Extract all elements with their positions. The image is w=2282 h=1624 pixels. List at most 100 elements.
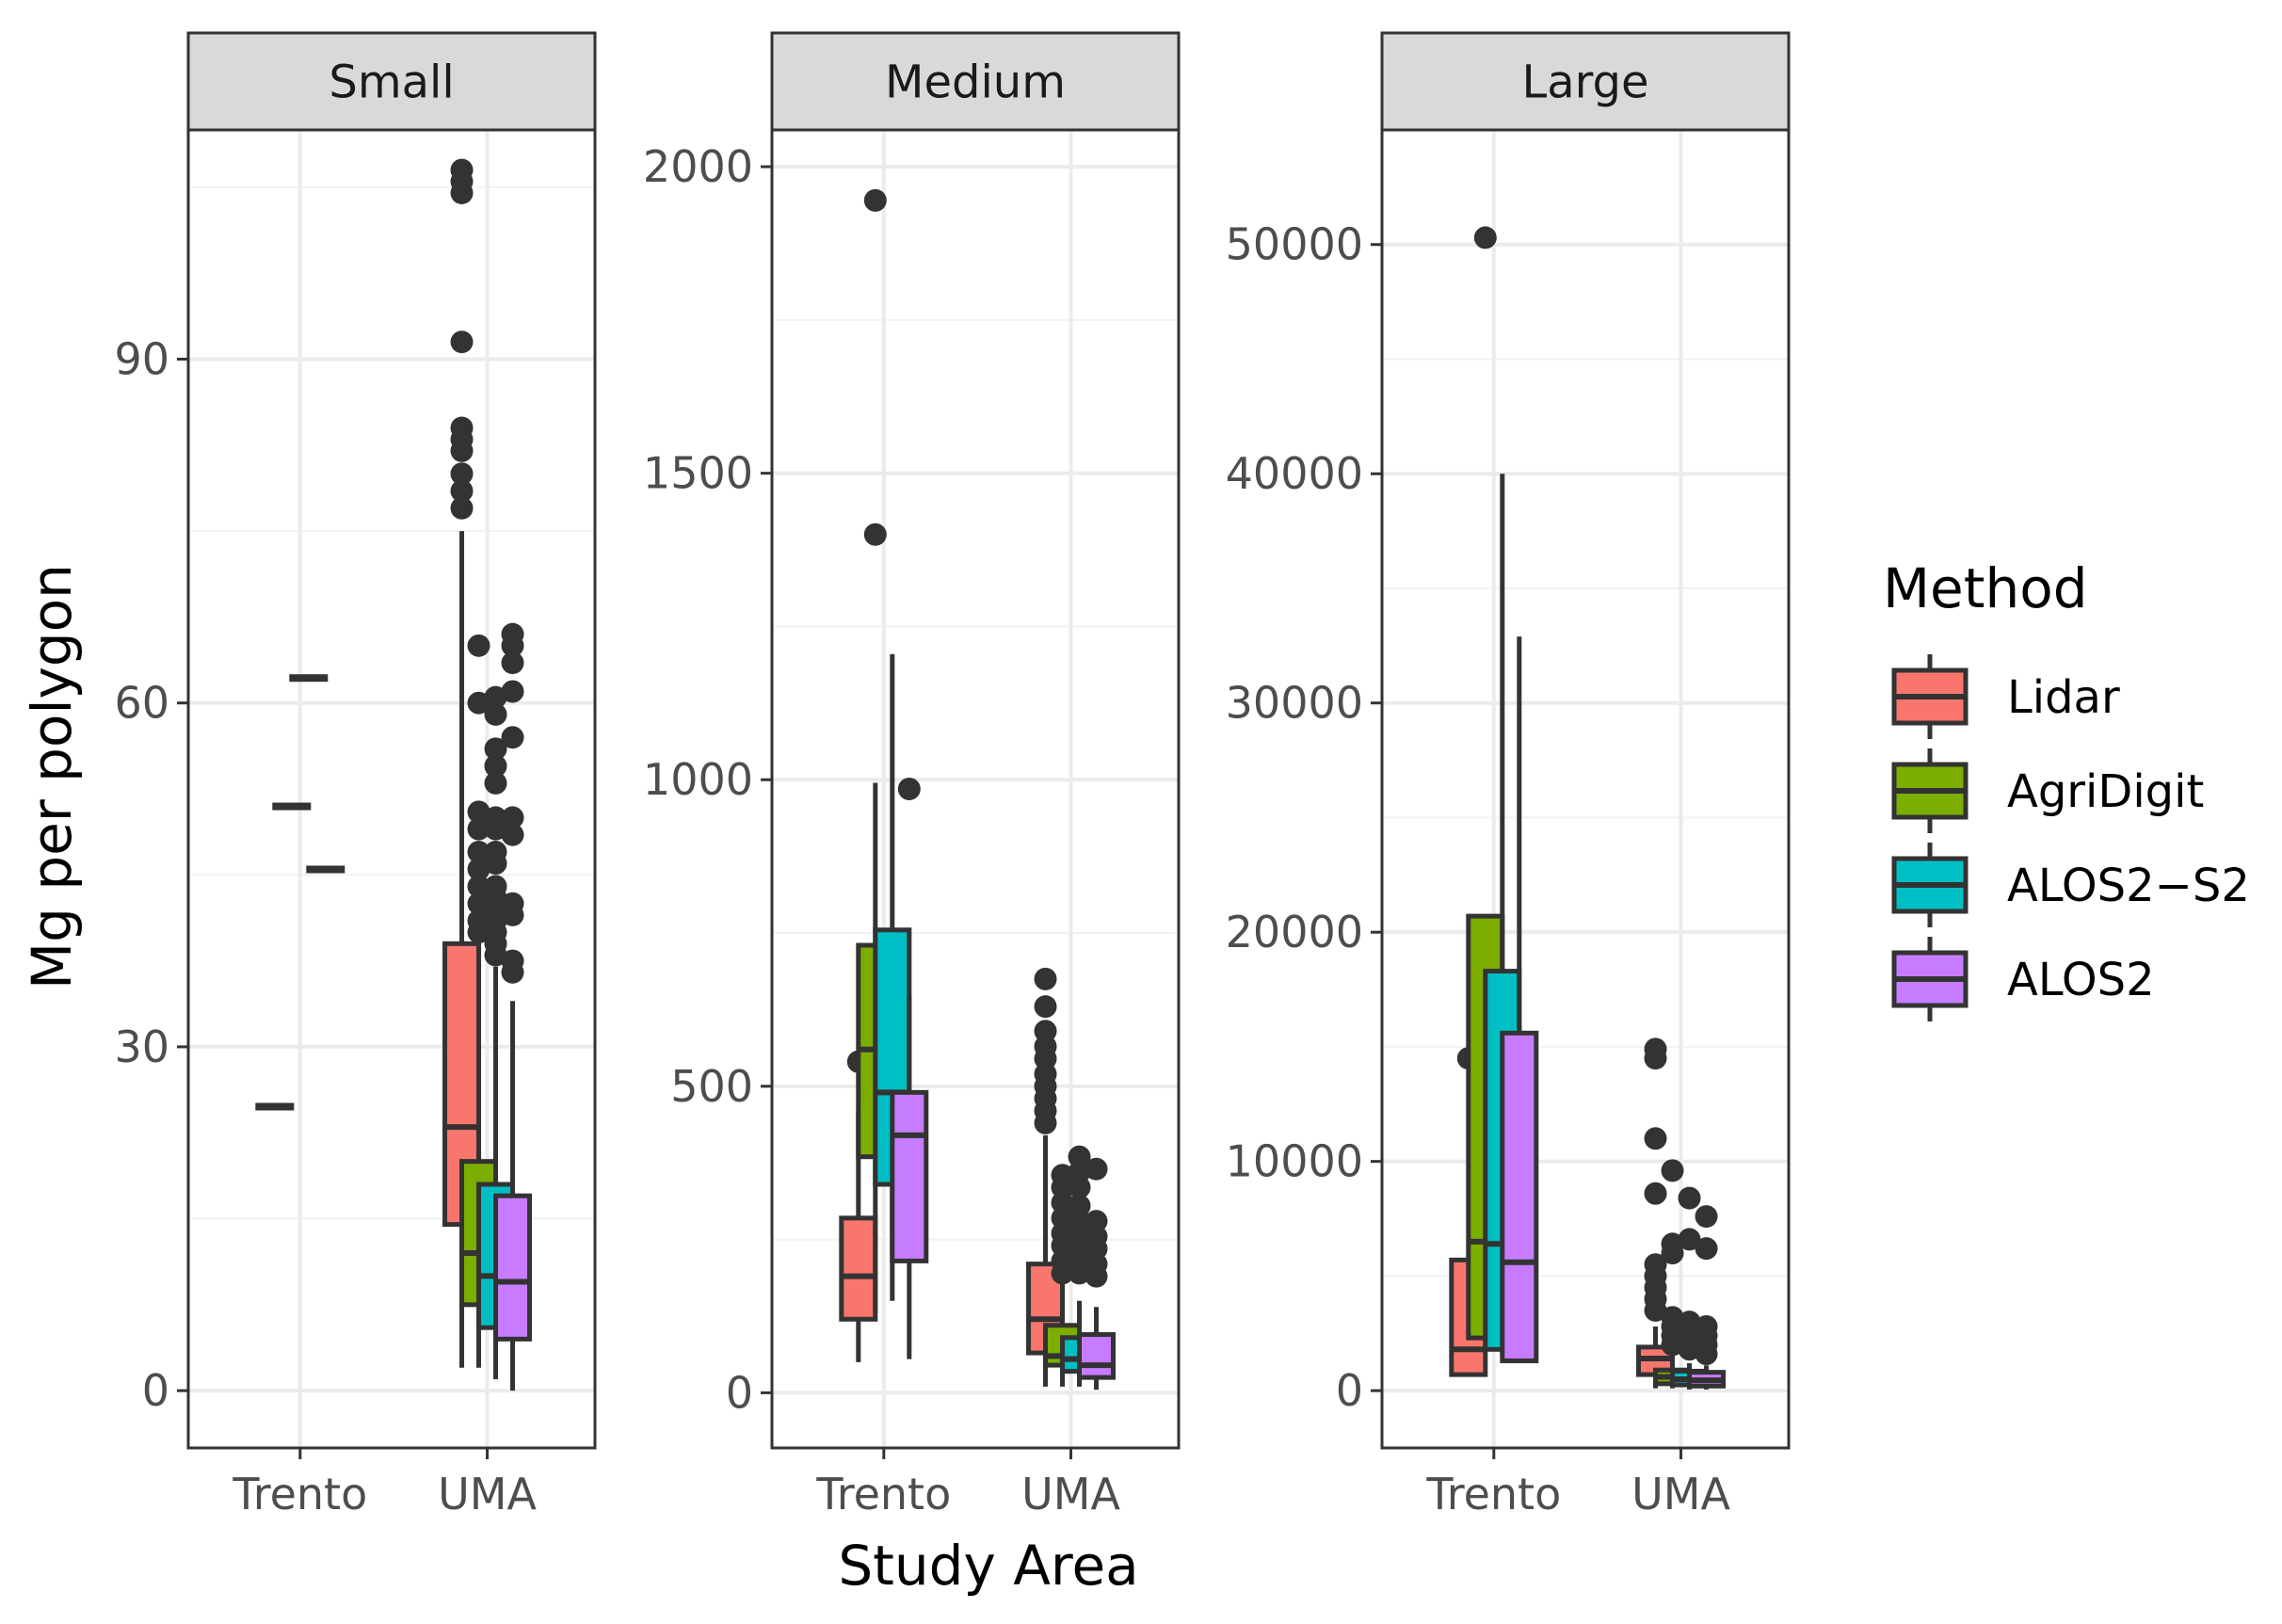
x-tick-label-uma: UMA (438, 1469, 537, 1519)
legend-item-agridigit: AgriDigit (1891, 748, 2204, 833)
outlier-point (1661, 1232, 1684, 1256)
outlier-point (467, 909, 490, 932)
x-tick-label-trento: Trento (232, 1469, 367, 1519)
boxplot-large-trento-alos2 (1500, 636, 1539, 1363)
outlier-point (1644, 1037, 1667, 1061)
legend: Method Lidar AgriDigit ALOS2−S2 ALOS2 (1883, 556, 2250, 1021)
panel-border-medium (770, 128, 1181, 1450)
x-tick-label-trento: Trento (1425, 1469, 1561, 1519)
outlier-point (467, 800, 490, 824)
outlier-point (467, 858, 490, 881)
strip-small (186, 31, 597, 132)
y-tick-label: 1000 (643, 754, 753, 805)
legend-label-lidar: Lidar (2007, 671, 2120, 724)
outlier-point (1695, 1237, 1718, 1261)
box (1500, 1030, 1539, 1363)
boxplot-large-uma-alos2 (1687, 1205, 1727, 1390)
y-tick-label: 0 (142, 1365, 169, 1416)
outlier-point (484, 875, 507, 898)
y-tick-label: 30 (114, 1021, 169, 1072)
outlier-point (467, 875, 490, 898)
boxplot-small-trento-alos2 (306, 865, 346, 874)
outlier-point (467, 840, 490, 863)
y-tick-label: 90 (114, 333, 169, 384)
panel-medium: Medium 0 500 1000 1500 2000 Trento UMA (643, 31, 1181, 1519)
box (1077, 1332, 1117, 1380)
outlier-point (484, 771, 507, 795)
y-tick-label: 0 (1336, 1365, 1363, 1416)
outlier-point (484, 685, 507, 709)
outlier-point (450, 330, 474, 354)
outlier-point (501, 651, 524, 675)
outlier-point (1068, 1145, 1091, 1168)
legend-title: Method (1883, 556, 2088, 620)
outlier-point (467, 634, 490, 657)
y-tick-label: 40000 (1226, 448, 1363, 499)
panel-border-small (186, 128, 597, 1450)
y-tick-label: 60 (114, 678, 169, 729)
outlier-point (1644, 1127, 1667, 1150)
legend-item-lidar: Lidar (1891, 654, 2120, 739)
legend-label-agridigit: AgriDigit (2007, 765, 2204, 818)
outlier-point (863, 523, 887, 546)
boxplot-medium-uma-alos2-s2 (1060, 1145, 1100, 1387)
boxplot-medium-trento-alos2 (890, 778, 929, 1359)
boxplot-small-trento-agridigit (272, 802, 312, 811)
outlier-point (863, 188, 887, 212)
outlier-point (1678, 1186, 1701, 1210)
box (890, 1089, 929, 1263)
legend-item-alos2: ALOS2 (1891, 937, 2155, 1021)
strip-medium (770, 31, 1181, 132)
y-tick-label: 20000 (1226, 907, 1363, 957)
outlier-point (450, 496, 474, 520)
outlier-point (1661, 1159, 1684, 1182)
panel-background-large (1382, 130, 1789, 1448)
outlier-point (1695, 1205, 1718, 1229)
outlier-point (484, 737, 507, 761)
x-tick-label-uma: UMA (1021, 1469, 1120, 1519)
boxplot-medium-uma-alos2 (1077, 1157, 1117, 1391)
outlier-point (450, 462, 474, 486)
legend-label-alos2-s2: ALOS2−S2 (2007, 860, 2250, 912)
outlier-point (450, 479, 474, 503)
outlier-point (467, 691, 490, 715)
outlier-point (1085, 1157, 1108, 1181)
outlier-point (501, 806, 524, 829)
x-axis-title: Study Area (838, 1534, 1138, 1598)
outlier-point (501, 823, 524, 846)
legend-label-alos2: ALOS2 (2007, 954, 2155, 1006)
y-tick-label: 0 (726, 1367, 753, 1418)
outlier-point (484, 806, 507, 829)
legend-items: Lidar AgriDigit ALOS2−S2 ALOS2 (1891, 654, 2250, 1021)
outlier-point (1644, 1182, 1667, 1205)
boxplot-small-uma-alos2 (493, 622, 533, 1391)
y-tick-label: 30000 (1226, 678, 1363, 729)
outlier-point (501, 949, 524, 973)
boxplot-small-trento-lidar (255, 1102, 295, 1111)
outlier-point (484, 840, 507, 863)
outlier-point (1051, 1164, 1074, 1187)
y-tick-label: 1500 (643, 448, 753, 499)
outlier-point (1644, 1253, 1667, 1277)
outlier-point (1678, 1228, 1701, 1251)
outlier-point (467, 892, 490, 915)
strip-label-small: Small (329, 56, 454, 109)
panel-small: Small 0 30 60 90 Trento UMA (114, 31, 597, 1519)
outlier-point (467, 817, 490, 841)
outlier-point (501, 622, 524, 646)
outlier-point (501, 892, 524, 915)
box (493, 1193, 533, 1342)
facet-panels: Small 0 30 60 90 Trento UMA Medium 0 500 1000 1500 2… (114, 31, 1791, 1519)
x-tick-label-uma: UMA (1631, 1469, 1730, 1519)
y-tick-label: 10000 (1226, 1136, 1363, 1187)
outlier-point (1085, 1210, 1108, 1233)
strip-label-large: Large (1521, 56, 1648, 109)
outlier-point (1678, 1310, 1701, 1334)
legend-item-alos2-s2: ALOS2−S2 (1891, 843, 2250, 927)
outlier-point (484, 754, 507, 778)
x-tick-label-trento: Trento (815, 1469, 951, 1519)
outlier-point (897, 778, 921, 800)
y-tick-label: 50000 (1226, 219, 1363, 270)
outlier-point (484, 702, 507, 726)
